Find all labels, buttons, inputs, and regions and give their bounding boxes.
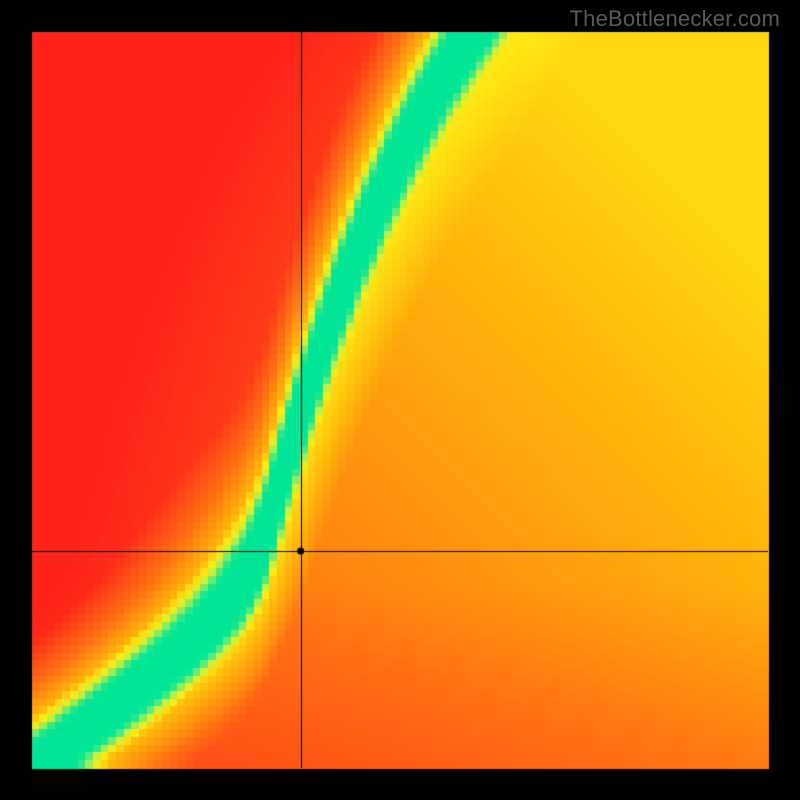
bottleneck-heatmap (0, 0, 800, 800)
watermark-text: TheBottlenecker.com (570, 6, 780, 32)
chart-container: TheBottlenecker.com (0, 0, 800, 800)
